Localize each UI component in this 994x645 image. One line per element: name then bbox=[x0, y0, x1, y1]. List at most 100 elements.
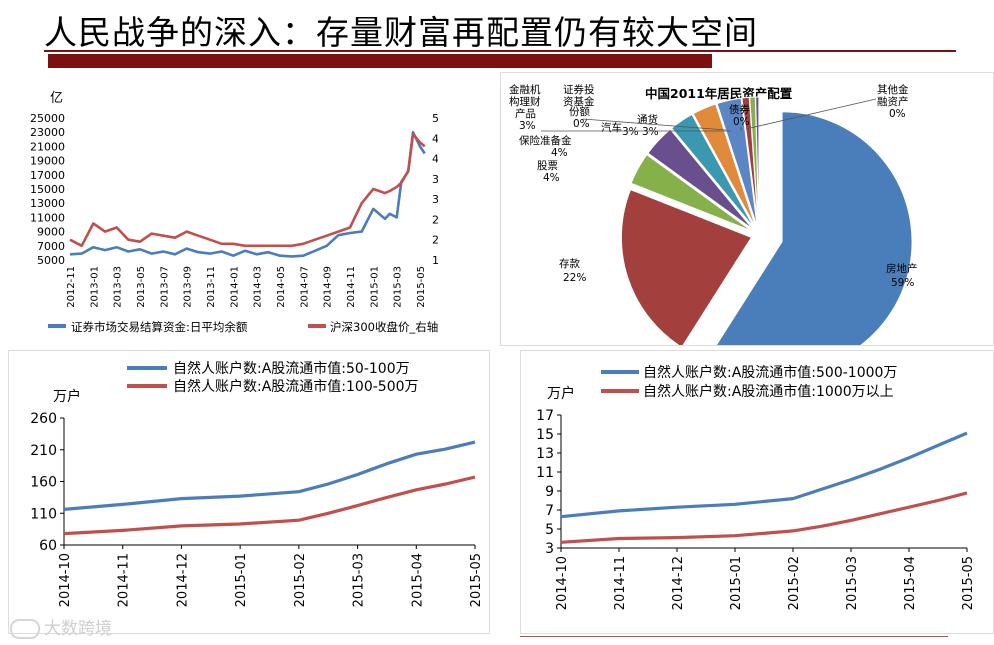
legend-label-500-1000: 自然人账户数:A股流通市值:500-1000万 bbox=[643, 364, 897, 381]
x-tick-label: 2015-01 bbox=[729, 556, 744, 610]
y-left-tick-label: 5000 bbox=[37, 254, 65, 267]
x-tick-label: 2014-11 bbox=[613, 556, 628, 610]
title-rule-thick bbox=[48, 54, 712, 68]
label-fund-1: 证券投 bbox=[563, 83, 595, 96]
pie-slice bbox=[755, 96, 760, 228]
x-tick-label: 2015-05 bbox=[469, 553, 484, 607]
y-tick-label: 9 bbox=[545, 484, 554, 500]
accounts-high-chart: 自然人账户数:A股流通市值:500-1000万 自然人账户数:A股流通市值:10… bbox=[536, 364, 976, 610]
y-tick-label: 11 bbox=[536, 465, 554, 481]
legend-label-1000plus: 自然人账户数:A股流通市值:1000万以上 bbox=[643, 383, 894, 400]
pct-realestate: 59% bbox=[891, 277, 914, 289]
x-tick-label: 2014-05 bbox=[276, 266, 287, 308]
x-tick-label: 2013-05 bbox=[136, 266, 147, 308]
label-insurance: 保险准备金 bbox=[519, 134, 572, 147]
x-tick-label: 2015-01 bbox=[234, 553, 249, 607]
pie-slice bbox=[630, 154, 753, 232]
bottom-rule bbox=[520, 636, 948, 637]
accounts-mid-chart-panel: 自然人账户数:A股流通市值:50-100万 自然人账户数:A股流通市值:100-… bbox=[8, 350, 490, 634]
x-tick-label: 2014-10 bbox=[555, 556, 570, 610]
title-rule-thin bbox=[44, 50, 956, 52]
series-line-2 bbox=[560, 491, 968, 544]
legend-label-settlement: 证券市场交易结算资金:日平均余额 bbox=[71, 320, 248, 334]
y-right-tick-label: 3,300 bbox=[432, 193, 438, 206]
y-left-tick-label: 9000 bbox=[37, 226, 65, 239]
x-tick-label: 2014-12 bbox=[175, 553, 190, 607]
x-tick-label: 2015-04 bbox=[903, 556, 918, 610]
y-left-tick-label: 15000 bbox=[30, 183, 65, 196]
y-right-tick-label: 1,800 bbox=[432, 254, 438, 267]
series-line-2 bbox=[63, 475, 476, 536]
allocation-chart: 中国2011年居民资产配置 房地产 59% 存款 22% 股票 4% 保险准备金… bbox=[509, 83, 918, 373]
y-tick-label: 3 bbox=[545, 541, 554, 557]
label-realestate: 房地产 bbox=[886, 262, 918, 275]
y-tick-label: 260 bbox=[30, 411, 57, 427]
y-left-tick-label: 17000 bbox=[30, 169, 65, 182]
page-title: 人民战争的深入：存量财富再配置仍有较大空间 bbox=[44, 13, 758, 52]
label-other-1: 其他金 bbox=[877, 83, 909, 96]
x-tick-label: 2015-05 bbox=[961, 556, 976, 610]
x-tick-label: 2013-09 bbox=[183, 266, 194, 308]
y-left-tick-label: 19000 bbox=[30, 155, 65, 168]
y-tick-label: 17 bbox=[536, 408, 554, 424]
label-wmp-3: 产品 bbox=[515, 107, 536, 120]
y-right-tick-label: 4,800 bbox=[432, 132, 438, 145]
y-left-tick-label: 21000 bbox=[30, 140, 65, 153]
y-left-tick-label: 23000 bbox=[30, 126, 65, 139]
unit-label: 万户 bbox=[547, 385, 575, 402]
legend-label-csi300: 沪深300收盘价_右轴 bbox=[330, 320, 438, 334]
x-tick-label: 2015-04 bbox=[410, 553, 425, 607]
leader-line-fund bbox=[582, 118, 727, 131]
y-right-tick-label: 3,800 bbox=[432, 173, 438, 186]
series-line-1 bbox=[63, 440, 476, 511]
x-tick-label: 2013-01 bbox=[89, 266, 100, 308]
x-tick-label: 2015-03 bbox=[393, 266, 404, 308]
label-bond: 债券 bbox=[729, 103, 750, 116]
y-tick-label: 160 bbox=[30, 475, 57, 491]
pie-title: 中国2011年居民资产配置 bbox=[645, 86, 793, 101]
pct-stock: 4% bbox=[543, 172, 560, 184]
label-car: 汽车 bbox=[601, 121, 622, 134]
watermark-text: 大数跨境 bbox=[44, 619, 112, 639]
label-other-2: 融资产 bbox=[877, 95, 909, 108]
label-cash: 通货 bbox=[637, 113, 658, 126]
x-tick-label: 2014-11 bbox=[117, 553, 132, 607]
y-tick-label: 210 bbox=[30, 443, 57, 459]
label-fund-3: 份额 bbox=[569, 105, 590, 118]
y-right-tick-label: 2,300 bbox=[432, 234, 438, 247]
label-wmp-2: 构理财 bbox=[509, 95, 541, 108]
label-stock: 股票 bbox=[537, 160, 558, 172]
x-tick-label: 2013-11 bbox=[206, 266, 217, 308]
accounts-high-chart-panel: 自然人账户数:A股流通市值:500-1000万 自然人账户数:A股流通市值:10… bbox=[520, 350, 994, 634]
x-tick-label: 2014-07 bbox=[299, 266, 310, 308]
x-tick-label: 2013-07 bbox=[159, 266, 170, 308]
leader-line-other bbox=[745, 98, 877, 130]
x-tick-label: 2015-01 bbox=[369, 266, 380, 308]
x-tick-label: 2015-03 bbox=[352, 553, 367, 607]
y-left-tick-label: 25000 bbox=[30, 112, 65, 125]
pct-bond: 0% bbox=[733, 116, 750, 128]
liquidity-chart-panel: 亿 5000 7000 9000 11000 13000 15000 17000 19000 2… bbox=[8, 80, 464, 345]
x-tick-label: 2014-11 bbox=[346, 266, 357, 308]
y-tick-label: 110 bbox=[30, 506, 57, 522]
series-line-1 bbox=[560, 431, 968, 519]
y-tick-label: 7 bbox=[545, 503, 554, 519]
label-fund-2: 资基金 bbox=[563, 95, 595, 108]
y-tick-label: 13 bbox=[536, 446, 554, 462]
accounts-mid-chart: 自然人账户数:A股流通市值:50-100万 自然人账户数:A股流通市值:100-… bbox=[30, 360, 484, 607]
legend-label-100-500: 自然人账户数:A股流通市值:100-500万 bbox=[173, 378, 419, 395]
left-axis-unit: 亿 bbox=[50, 91, 63, 106]
y-tick-label: 60 bbox=[39, 538, 57, 554]
x-tick-label: 2014-01 bbox=[229, 266, 240, 308]
x-tick-label: 2015-02 bbox=[293, 553, 308, 607]
series-line-settlement bbox=[69, 130, 426, 258]
unit-label: 万户 bbox=[53, 388, 81, 405]
watermark-logo-icon bbox=[10, 619, 40, 639]
pie-slice bbox=[670, 113, 755, 229]
x-tick-label: 2015-03 bbox=[845, 556, 860, 610]
pct-wmp: 3% bbox=[519, 120, 536, 132]
x-tick-label: 2012-11 bbox=[66, 266, 77, 308]
y-right-tick-label: 5,300 bbox=[432, 112, 438, 125]
watermark: 大数跨境 bbox=[10, 614, 112, 639]
